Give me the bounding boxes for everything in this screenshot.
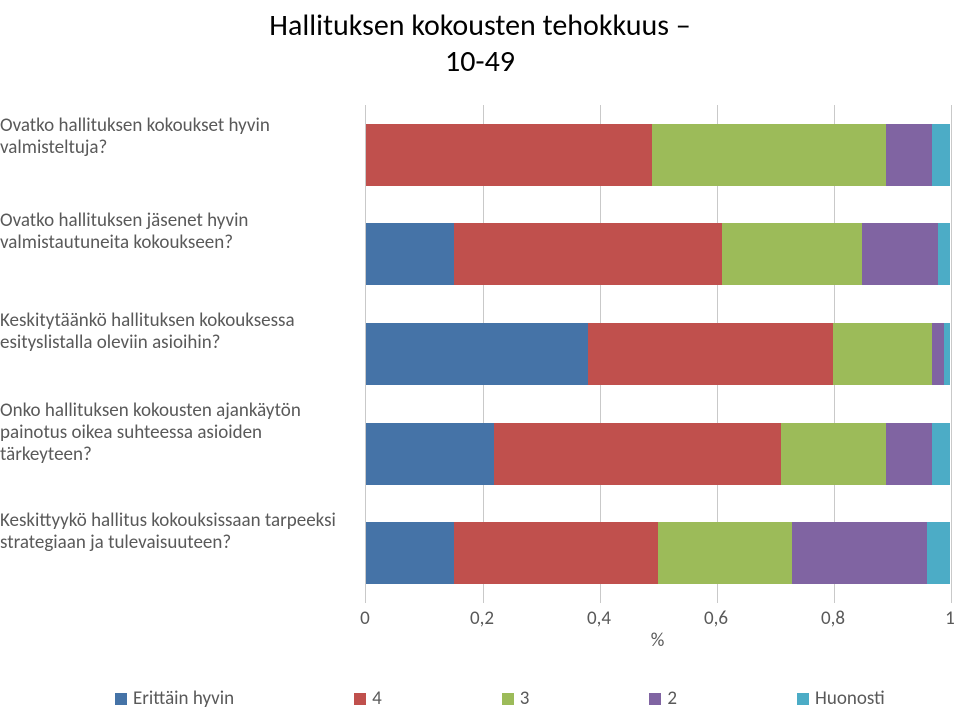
bar-segment bbox=[366, 323, 588, 385]
legend-swatch bbox=[115, 693, 127, 705]
bar-segment bbox=[886, 423, 933, 485]
legend-label: 3 bbox=[520, 687, 530, 710]
legend-item: 4 bbox=[354, 687, 382, 710]
legend-swatch bbox=[797, 693, 809, 705]
bar-segment bbox=[658, 522, 792, 584]
legend-item: Huonosti bbox=[797, 687, 885, 710]
category-label: Keskittyykö hallitus kokouksissaan tarpe… bbox=[0, 510, 355, 554]
bar-segment bbox=[366, 223, 454, 285]
chart-area: Ovatko hallituksen kokoukset hyvin valmi… bbox=[0, 105, 960, 645]
bar-segment bbox=[588, 323, 833, 385]
legend-item: 2 bbox=[649, 687, 677, 710]
legend-label: Erittäin hyvin bbox=[133, 687, 234, 710]
bar-segment bbox=[862, 223, 938, 285]
legend-item: Erittäin hyvin bbox=[115, 687, 234, 710]
legend-swatch bbox=[354, 693, 366, 705]
bar-row bbox=[366, 423, 950, 485]
x-tick-label: 0,2 bbox=[470, 607, 494, 630]
bar-row bbox=[366, 223, 950, 285]
bar-segment bbox=[366, 423, 494, 485]
bar-segment bbox=[792, 522, 926, 584]
x-tick-label: 0,4 bbox=[587, 607, 611, 630]
legend-swatch bbox=[649, 693, 661, 705]
x-tick-label: 1 bbox=[945, 607, 955, 630]
bar-segment bbox=[944, 323, 950, 385]
bar-row bbox=[366, 124, 950, 186]
bar-segment bbox=[494, 423, 780, 485]
x-tick-label: 0 bbox=[360, 607, 370, 630]
bar-segment bbox=[932, 124, 950, 186]
bar-segment bbox=[927, 522, 950, 584]
bar-segment bbox=[454, 223, 723, 285]
category-label: Keskitytäänkö hallituksen kokouksessa es… bbox=[0, 310, 355, 354]
gridline bbox=[951, 105, 952, 603]
bar-segment bbox=[366, 124, 652, 186]
chart-title-line1: Hallituksen kokousten tehokkuus – bbox=[269, 7, 690, 44]
legend-item: 3 bbox=[502, 687, 530, 710]
bar-segment bbox=[833, 323, 932, 385]
bar-segment bbox=[932, 323, 944, 385]
bar-segment bbox=[454, 522, 658, 584]
bar-segment bbox=[932, 423, 950, 485]
x-tick-label: 0,6 bbox=[704, 607, 728, 630]
legend-swatch bbox=[502, 693, 514, 705]
x-axis-title: % bbox=[651, 629, 665, 652]
bar-segment bbox=[366, 522, 454, 584]
category-label: Ovatko hallituksen kokoukset hyvin valmi… bbox=[0, 115, 355, 159]
x-tick-label: 0,8 bbox=[821, 607, 845, 630]
chart-title-line2: 10-49 bbox=[445, 43, 515, 80]
bar-segment bbox=[722, 223, 862, 285]
bar-row bbox=[366, 323, 950, 385]
bar-segment bbox=[938, 223, 950, 285]
bar-segment bbox=[781, 423, 886, 485]
legend-label: 4 bbox=[372, 687, 382, 710]
legend-label: 2 bbox=[667, 687, 677, 710]
plot-region bbox=[365, 105, 950, 603]
category-label: Ovatko hallituksen jäsenet hyvin valmist… bbox=[0, 210, 355, 254]
category-label: Onko hallituksen kokousten ajankäytön pa… bbox=[0, 400, 355, 466]
legend: Erittäin hyvin 4 3 2 Huonosti bbox=[115, 687, 945, 710]
bar-segment bbox=[886, 124, 933, 186]
legend-label: Huonosti bbox=[815, 687, 885, 710]
bar-segment bbox=[652, 124, 886, 186]
bar-row bbox=[366, 522, 950, 584]
